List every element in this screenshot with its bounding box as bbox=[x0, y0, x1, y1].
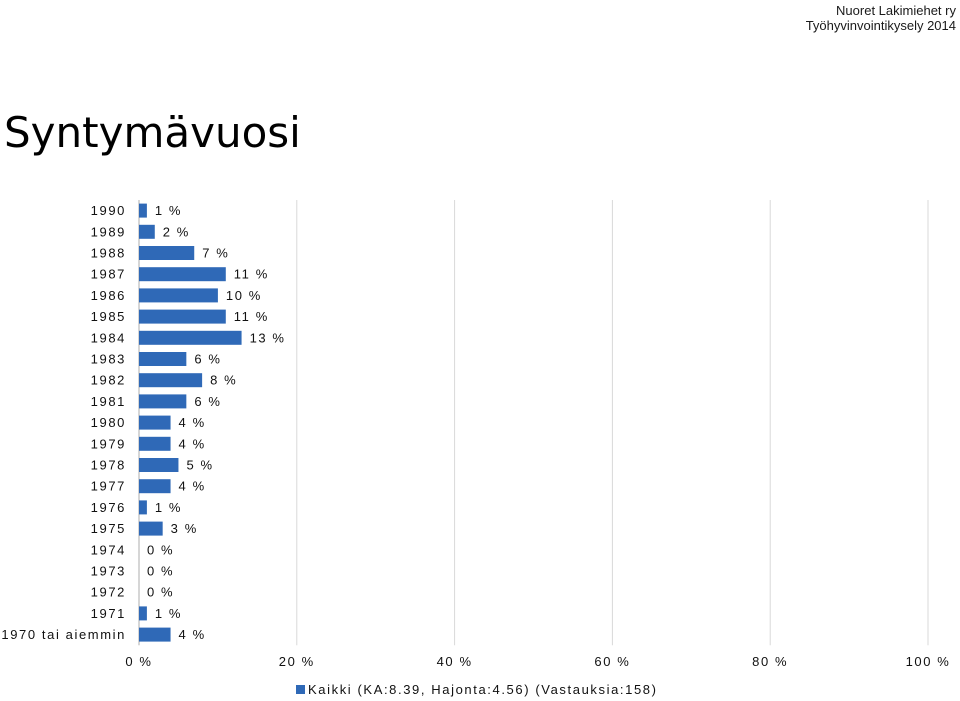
data-label: 6 % bbox=[194, 394, 221, 409]
bar bbox=[139, 373, 203, 388]
x-tick-label: 40 % bbox=[437, 654, 473, 669]
data-label: 5 % bbox=[186, 458, 213, 473]
data-label: 13 % bbox=[250, 330, 286, 345]
data-label: 3 % bbox=[171, 521, 198, 536]
x-tick-label: 100 % bbox=[906, 654, 951, 669]
bar bbox=[139, 458, 179, 472]
bar bbox=[139, 394, 187, 409]
bar bbox=[139, 415, 171, 430]
bar bbox=[139, 267, 226, 282]
data-label: 1 % bbox=[155, 606, 182, 621]
data-label: 1 % bbox=[155, 500, 182, 515]
category-label: 1971 bbox=[91, 606, 126, 621]
category-label: 1984 bbox=[91, 330, 126, 345]
data-label: 0 % bbox=[147, 564, 174, 579]
category-label: 1985 bbox=[91, 309, 126, 324]
legend-swatch bbox=[296, 685, 305, 694]
category-label: 1986 bbox=[91, 288, 126, 303]
bar bbox=[139, 606, 147, 621]
category-label: 1987 bbox=[91, 267, 126, 282]
category-label: 1989 bbox=[91, 224, 126, 239]
data-label: 4 % bbox=[179, 436, 206, 451]
category-label: 1976 bbox=[91, 500, 126, 515]
category-label: 1980 bbox=[91, 415, 126, 430]
bar bbox=[139, 309, 226, 324]
category-label: 1975 bbox=[91, 521, 126, 536]
category-label: 1970 tai aiemmin bbox=[1, 627, 126, 642]
category-label: 1990 bbox=[91, 203, 126, 218]
category-label: 1988 bbox=[91, 246, 126, 261]
category-label: 1974 bbox=[91, 542, 126, 557]
data-label: 0 % bbox=[147, 542, 174, 557]
bar bbox=[139, 224, 155, 239]
category-label: 1983 bbox=[91, 352, 126, 367]
category-label: 1979 bbox=[91, 436, 126, 451]
data-label: 4 % bbox=[179, 479, 206, 494]
bar bbox=[139, 500, 147, 515]
category-label: 1972 bbox=[91, 585, 126, 600]
category-label: 1977 bbox=[91, 479, 126, 494]
category-label: 1978 bbox=[91, 458, 126, 473]
bar bbox=[139, 436, 171, 451]
data-label: 11 % bbox=[234, 309, 269, 324]
data-label: 7 % bbox=[202, 246, 229, 261]
category-label: 1973 bbox=[91, 564, 126, 579]
bar bbox=[139, 288, 218, 303]
survey-name: Työhyvinvointikysely 2014 bbox=[805, 18, 956, 33]
data-label: 8 % bbox=[210, 373, 237, 388]
data-label: 4 % bbox=[179, 415, 206, 430]
page-title: Syntymävuosi bbox=[4, 108, 301, 157]
header-org-info: Nuoret Lakimiehet ry Työhyvinvointikysel… bbox=[806, 3, 956, 33]
org-name: Nuoret Lakimiehet ry bbox=[836, 3, 956, 18]
data-label: 10 % bbox=[226, 288, 262, 303]
bar bbox=[139, 352, 187, 366]
data-label: 4 % bbox=[179, 627, 206, 642]
data-label: 2 % bbox=[163, 224, 190, 239]
category-label: 1981 bbox=[91, 394, 126, 409]
bar bbox=[139, 246, 195, 260]
x-tick-label: 20 % bbox=[279, 654, 315, 669]
bar bbox=[139, 330, 242, 345]
bar bbox=[139, 479, 171, 494]
data-label: 11 % bbox=[234, 267, 269, 282]
x-tick-label: 0 % bbox=[125, 654, 152, 669]
legend-label: Kaikki (KA:8.39, Hajonta:4.56) (Vastauks… bbox=[308, 682, 658, 697]
data-label: 6 % bbox=[194, 352, 221, 367]
bar bbox=[139, 521, 163, 536]
data-label: 1 % bbox=[155, 203, 182, 218]
bar bbox=[139, 627, 171, 642]
x-tick-label: 60 % bbox=[594, 654, 630, 669]
category-label: 1982 bbox=[91, 373, 126, 388]
data-label: 0 % bbox=[147, 585, 174, 600]
x-tick-label: 80 % bbox=[752, 654, 788, 669]
bar bbox=[139, 203, 147, 218]
